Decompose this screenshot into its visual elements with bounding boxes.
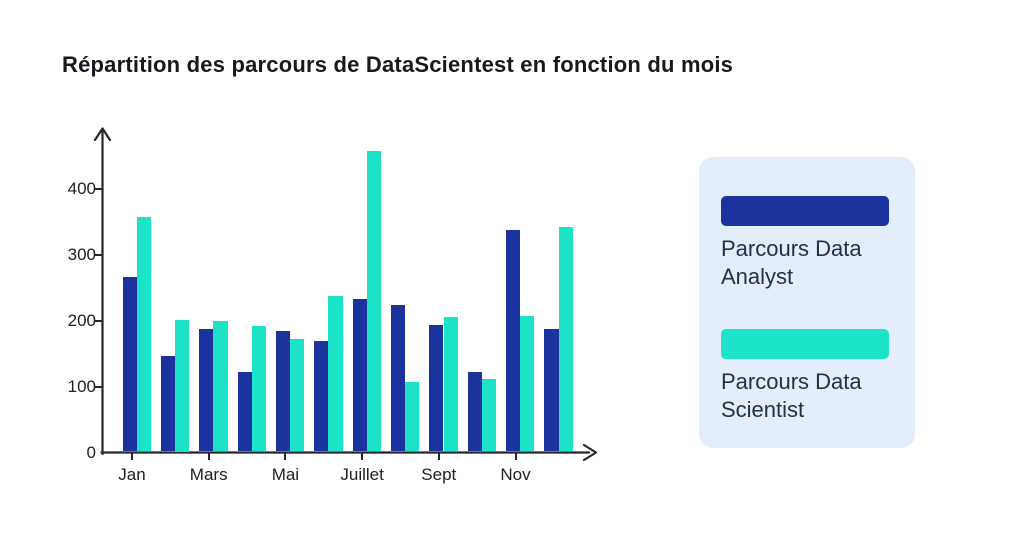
scientist-color-swatch xyxy=(721,329,889,359)
analyst-bar xyxy=(544,329,559,452)
legend-item-scientist: Parcours Data Scientist xyxy=(721,329,893,424)
y-axis-label: 200 xyxy=(67,310,96,330)
legend-label-analyst: Parcours Data Analyst xyxy=(721,236,862,289)
legend-panel: Parcours Data Analyst Parcours Data Scie… xyxy=(699,157,915,448)
scientist-bar xyxy=(443,316,458,452)
scientist-bar xyxy=(136,217,151,452)
scientist-bar xyxy=(251,326,266,452)
scientist-bar xyxy=(290,339,305,452)
analyst-bar xyxy=(122,276,137,452)
y-axis-tick xyxy=(95,385,103,388)
x-axis-tick xyxy=(437,453,440,460)
x-axis-label: Sept xyxy=(421,465,457,484)
x-axis-tick xyxy=(284,453,287,460)
analyst-bar xyxy=(237,372,252,452)
bar-chart: 0 100 200 300 400 Jan Mars Mai Juillet Sept Nov xyxy=(60,120,640,490)
y-axis-tick xyxy=(95,319,103,322)
analyst-bar xyxy=(199,329,214,452)
scientist-bar xyxy=(558,227,573,452)
x-axis-label: Mars xyxy=(189,465,228,484)
legend-label-scientist: Parcours Data Scientist xyxy=(721,369,862,422)
y-axis-tick xyxy=(95,187,103,190)
x-axis-tick xyxy=(361,453,364,460)
x-axis-label: Jan xyxy=(118,465,146,484)
analyst-bar xyxy=(467,372,482,452)
y-axis-label: 100 xyxy=(67,376,96,396)
legend-item-analyst: Parcours Data Analyst xyxy=(721,196,893,291)
scientist-bar xyxy=(175,319,190,452)
x-axis-label: Nov xyxy=(500,465,531,484)
x-axis-arrow-icon xyxy=(582,443,598,462)
bar-chart-plot: 0 100 200 300 400 Jan Mars Mai Juillet Sept Nov xyxy=(60,120,640,490)
scientist-bar xyxy=(405,382,420,452)
x-axis-tick xyxy=(207,453,210,460)
analyst-bar xyxy=(160,355,176,452)
chart-title: Répartition des parcours de DataScientes… xyxy=(62,52,734,77)
x-axis-label: Juillet xyxy=(340,465,384,484)
scientist-bar xyxy=(481,378,497,452)
analyst-bar xyxy=(352,299,367,452)
axes xyxy=(93,127,598,462)
scientist-bar xyxy=(366,150,381,452)
x-axis-tick xyxy=(131,453,133,460)
x-axis-tick xyxy=(514,453,517,460)
scientist-bar xyxy=(213,321,228,452)
scientist-bar xyxy=(328,295,343,452)
analyst-color-swatch xyxy=(721,196,889,226)
y-axis-label: 400 xyxy=(67,178,96,198)
analyst-bar xyxy=(275,331,291,452)
y-axis-tick xyxy=(95,253,103,256)
analyst-bar xyxy=(429,324,444,452)
y-axis-label: 0 xyxy=(86,442,96,462)
scientist-bar xyxy=(520,316,535,452)
x-axis-label: Mai xyxy=(271,465,300,484)
analyst-bar xyxy=(314,340,329,452)
analyst-bar xyxy=(390,304,406,452)
y-axis-arrow-icon xyxy=(93,127,112,142)
y-axis-label: 300 xyxy=(67,244,96,264)
analyst-bar xyxy=(506,230,521,452)
